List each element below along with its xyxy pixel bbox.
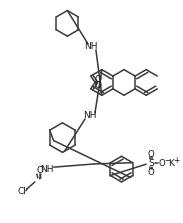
Text: O: O <box>94 81 101 90</box>
Text: O: O <box>36 166 43 175</box>
Text: O: O <box>148 167 154 177</box>
Text: O: O <box>94 75 101 84</box>
Text: O: O <box>148 150 154 159</box>
Text: NH: NH <box>40 165 53 174</box>
Text: NH: NH <box>83 112 97 120</box>
Text: +: + <box>173 156 180 165</box>
Text: K: K <box>168 159 174 168</box>
Text: Cl: Cl <box>18 187 27 196</box>
Text: −: − <box>164 156 170 165</box>
Text: S: S <box>148 159 154 168</box>
Text: NH: NH <box>84 43 98 52</box>
Text: O: O <box>158 159 165 168</box>
